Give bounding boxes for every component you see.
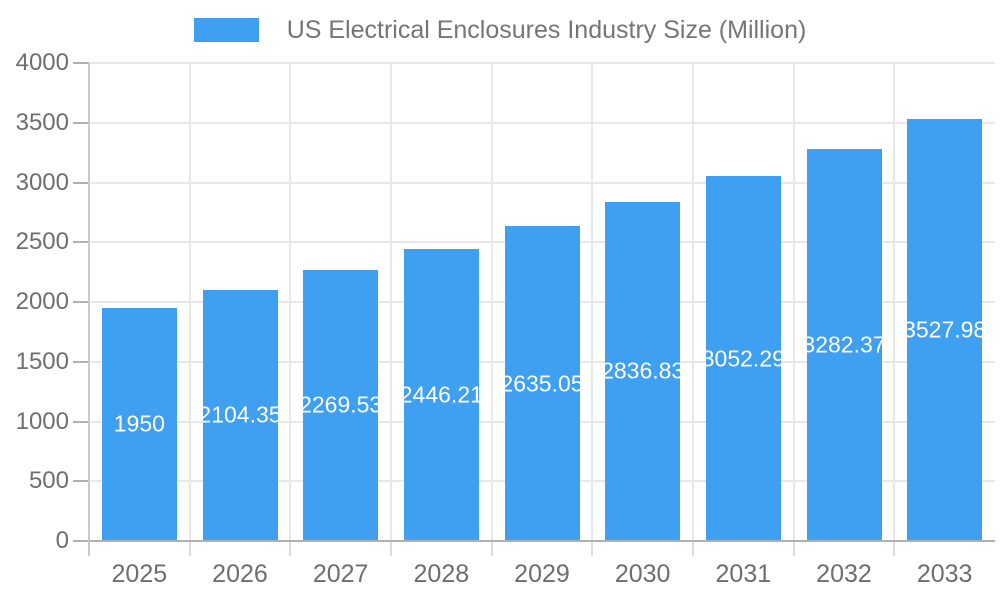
bar-2028[interactable]: 2446.21 [403, 248, 479, 541]
bar-2025[interactable]: 1950 [101, 307, 177, 541]
y-gridline [89, 62, 995, 64]
bar-value-label: 2635.05 [504, 370, 580, 397]
bar-2032[interactable]: 3282.37 [806, 148, 882, 541]
x-axis-tick-label: 2033 [916, 560, 973, 588]
y-axis-line [88, 63, 90, 556]
bar-value-label: 3052.29 [705, 345, 781, 372]
y-axis-tick-label: 2000 [15, 288, 69, 315]
x-gridline [893, 63, 896, 541]
y-axis-tick [73, 181, 89, 184]
x-gridline [390, 63, 392, 541]
bar-2029[interactable]: 2635.05 [504, 226, 580, 541]
legend: US Electrical Enclosures Industry Size (… [0, 16, 1000, 44]
bar-value-label: 3527.98 [907, 316, 983, 343]
x-gridline [692, 63, 694, 541]
y-axis-tick-label: 3500 [15, 108, 69, 136]
y-axis-tick [73, 420, 89, 423]
bar-value-label: 2269.53 [303, 391, 379, 418]
bar-2031[interactable]: 3052.29 [705, 176, 781, 541]
bar-value-label: 3282.37 [806, 331, 882, 358]
x-axis-tick-label: 2032 [816, 560, 872, 588]
x-axis-tick [591, 541, 594, 556]
x-axis-tick-label: 2028 [413, 560, 470, 588]
x-axis-tick-label: 2030 [614, 560, 671, 588]
x-axis-baseline [89, 540, 995, 542]
x-axis-tick [490, 541, 493, 556]
bar-value-label: 1950 [113, 410, 165, 437]
x-axis-tick [692, 541, 694, 556]
chart-title: US Electrical Enclosures Industry Size (… [286, 16, 807, 44]
x-gridline [490, 63, 493, 541]
y-axis-tick [73, 540, 89, 542]
y-axis-tick-label: 1500 [15, 347, 69, 375]
bar-2033[interactable]: 3527.98 [907, 119, 983, 541]
y-axis-tick-label: 2500 [15, 228, 69, 256]
x-axis-tick-label: 2027 [312, 560, 369, 588]
bar-2030[interactable]: 2836.83 [605, 201, 681, 541]
x-axis-tick-label: 2025 [111, 560, 168, 588]
x-axis-tick [893, 541, 896, 556]
x-axis-tick [390, 541, 392, 556]
x-axis-tick-label: 2031 [715, 560, 772, 588]
y-gridline [89, 181, 995, 184]
y-axis-tick [73, 62, 89, 64]
bar-value-label: 2836.83 [605, 357, 681, 384]
y-axis-tick-label: 3000 [15, 168, 69, 196]
x-gridline [792, 63, 795, 541]
y-axis-tick [73, 360, 89, 363]
x-axis-tick-label: 2026 [212, 560, 268, 588]
y-axis-tick [73, 241, 89, 244]
y-axis-tick [73, 121, 89, 124]
x-axis-tick-label: 2029 [514, 560, 570, 588]
y-axis-tick-label: 0 [55, 527, 69, 554]
x-gridline [289, 63, 292, 541]
x-axis-tick [792, 541, 795, 556]
bar-2027[interactable]: 2269.53 [303, 269, 379, 541]
x-gridline [591, 63, 594, 541]
x-axis-tick [289, 541, 292, 556]
bar-value-label: 2446.21 [403, 381, 479, 408]
y-axis-tick-label: 1000 [15, 407, 69, 435]
x-gridline [188, 63, 191, 541]
bar-2026[interactable]: 2104.35 [202, 289, 278, 541]
x-axis-tick [188, 541, 191, 556]
y-axis-tick [73, 301, 89, 303]
y-axis-tick-label: 500 [28, 467, 69, 495]
legend-swatch [193, 18, 259, 42]
y-gridline [89, 121, 995, 124]
bar-value-label: 2104.35 [202, 401, 278, 428]
y-axis-tick-label: 4000 [15, 49, 69, 76]
y-axis-tick [73, 480, 89, 483]
